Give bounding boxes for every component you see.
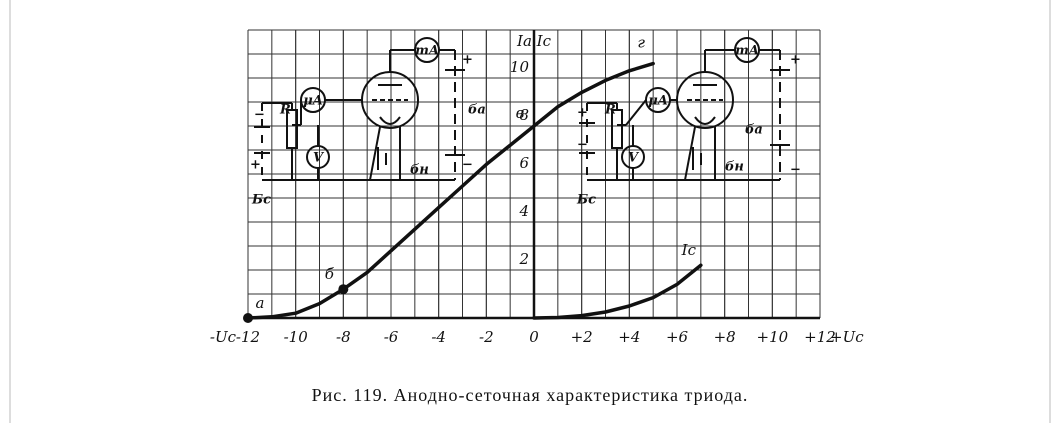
x-tick-label: -10 xyxy=(284,328,309,346)
x-tick-label: +12 xyxy=(804,328,836,346)
diagram-label: mA xyxy=(415,44,439,59)
diagram-label: − xyxy=(577,138,588,153)
x-tick-label: +10 xyxy=(757,328,789,346)
x-tick-label: -2 xyxy=(479,328,494,346)
point-marker xyxy=(338,284,349,295)
x-tick-label: -12 xyxy=(236,328,260,346)
y-tick-label: 4 xyxy=(518,202,529,220)
x-tick-label: -6 xyxy=(384,328,399,346)
y-tick-label: 2 xyxy=(518,250,529,268)
circuit-diagram: mA μA V R Бс ба бн + − + − xyxy=(576,37,801,208)
x-tick-label: +2 xyxy=(571,328,593,346)
point-marker xyxy=(243,313,253,323)
diagram-label: + xyxy=(790,53,801,68)
point-label: г xyxy=(637,34,645,52)
x-axis-label: +Uc xyxy=(830,328,864,346)
diagram-label: − xyxy=(462,158,473,173)
point-label: б xyxy=(325,265,335,283)
data-line xyxy=(532,263,703,320)
cathode xyxy=(379,116,401,125)
diagram-label: бн xyxy=(725,160,744,175)
plot: -12 -10 -8 -6 -4 -2 0 +2 +4 +6 +8 +10 +12 2 4 6 8 10 -Uc +U… xyxy=(210,29,864,346)
wire xyxy=(625,99,647,126)
x-axis-label: -Uc xyxy=(210,328,237,346)
x-tick-label: +8 xyxy=(714,328,736,346)
y-axis-label: Ia Ic xyxy=(516,32,552,50)
point-label: в xyxy=(516,104,525,122)
diagram-label: R xyxy=(279,103,291,118)
wire xyxy=(684,126,696,181)
x-tick-label: 0 xyxy=(529,328,539,346)
diagram-label: + xyxy=(250,158,261,173)
y-tick-label: 8 xyxy=(519,106,529,124)
data-line xyxy=(246,61,655,320)
point-label: а xyxy=(256,294,265,312)
caption: Рис. 119. Анодно-сеточная характеристика… xyxy=(312,385,749,405)
y-tick-label: 10 xyxy=(510,58,530,76)
cathode xyxy=(694,116,716,125)
diagram-label: μA xyxy=(303,94,323,109)
diagram-label: + xyxy=(577,106,588,121)
x-tick-label: -8 xyxy=(336,328,351,346)
x-tick-label: +6 xyxy=(666,328,689,346)
diagram-label: mA xyxy=(735,44,759,59)
diagram-label: V xyxy=(628,151,640,166)
x-tick-label: +4 xyxy=(618,328,640,346)
wire xyxy=(369,126,381,181)
diagram-label: ба xyxy=(468,103,486,118)
diagram-label: μA xyxy=(648,94,668,109)
diagram-label: R xyxy=(604,103,616,118)
x-tick-label: -4 xyxy=(431,328,446,346)
diagram-label: + xyxy=(462,53,473,68)
diagram-label: Бс xyxy=(576,193,596,208)
diagram-label: V xyxy=(313,151,325,166)
series-label: Ic xyxy=(681,241,697,259)
diagram-label: Бс xyxy=(251,193,271,208)
diagram-label: ба xyxy=(745,123,763,138)
y-tick-label: 6 xyxy=(519,154,529,172)
diagram-label: бн xyxy=(410,163,429,178)
diagram-label: − xyxy=(790,163,801,178)
circuit-diagram: mA μA V R Бс ба бн + − − + xyxy=(250,37,486,208)
diagram-label: − xyxy=(254,108,265,123)
